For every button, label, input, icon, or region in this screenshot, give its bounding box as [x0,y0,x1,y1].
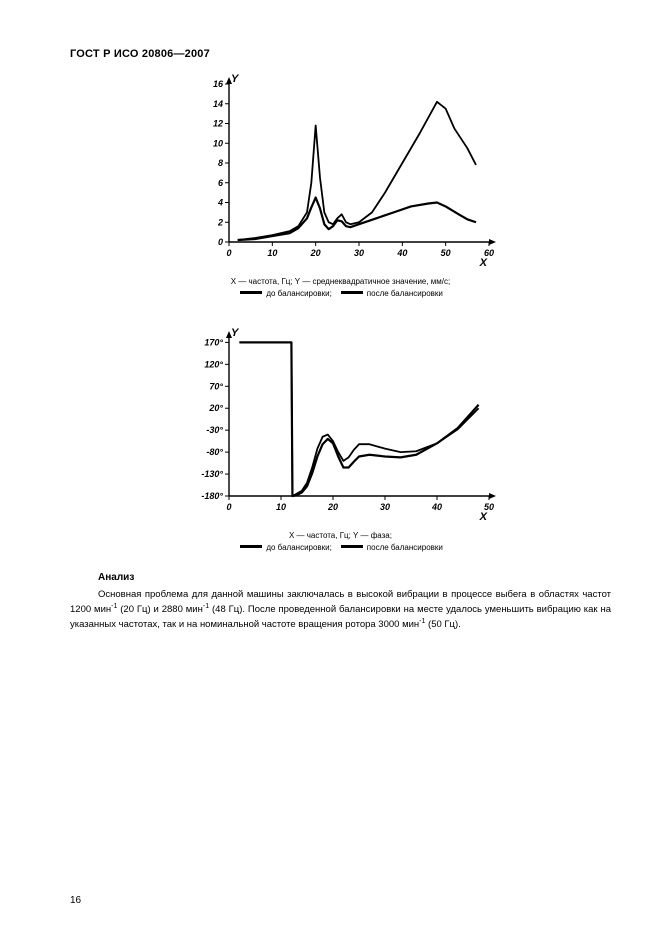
legend-after-label: после балансировки [367,289,443,298]
phase-chart: 01020304050-180°-130°-80°-30°20°70°120°1… [70,324,611,554]
svg-text:20: 20 [326,502,337,512]
svg-text:0: 0 [217,237,222,247]
svg-text:10: 10 [267,248,277,258]
svg-text:50: 50 [440,248,450,258]
amplitude-chart: 01020304050600246810121416YX X — частота… [70,70,611,300]
svg-text:70°: 70° [209,381,223,391]
svg-text:4: 4 [216,198,222,208]
svg-text:8: 8 [217,158,222,168]
amplitude-chart-caption: X — частота, Гц; Y — среднеквадратичное … [231,276,451,300]
svg-text:0: 0 [226,502,231,512]
svg-text:X: X [478,511,487,523]
svg-text:Y: Y [231,327,240,339]
svg-text:40: 40 [396,248,407,258]
svg-text:30: 30 [379,502,389,512]
legend-after-label: после балансировки [367,543,443,552]
document-header: ГОСТ Р ИСО 20806—2007 [70,48,611,60]
phase-chart-caption: X — частота, Гц; Y — фаза; до балансиров… [238,530,443,554]
amplitude-chart-svg: 01020304050600246810121416YX [181,70,501,270]
phase-chart-svg: 01020304050-180°-130°-80°-30°20°70°120°1… [181,324,501,524]
svg-text:2: 2 [216,217,222,227]
legend-swatch-before [240,291,262,294]
page-number: 16 [70,895,81,906]
legend-swatch-after [341,291,363,294]
svg-text:0: 0 [226,248,231,258]
svg-text:-180°: -180° [201,491,223,501]
svg-text:10: 10 [275,502,285,512]
legend-before-label: до балансировки; [266,289,332,298]
legend-swatch-after [341,545,363,548]
svg-text:-130°: -130° [201,469,223,479]
svg-text:12: 12 [212,119,222,129]
svg-text:20°: 20° [208,403,223,413]
analysis-body: Основная проблема для данной машины закл… [70,589,611,632]
caption-text: X — частота, Гц; Y — фаза; [289,531,392,540]
legend-swatch-before [240,545,262,548]
svg-text:6: 6 [217,178,223,188]
svg-text:-80°: -80° [206,447,223,457]
svg-text:Y: Y [231,73,240,85]
svg-text:-30°: -30° [206,425,223,435]
svg-text:170°: 170° [204,337,223,347]
caption-text: X — частота, Гц; Y — среднеквадратичное … [231,277,451,286]
svg-text:16: 16 [212,79,223,89]
svg-text:14: 14 [212,99,222,109]
svg-text:30: 30 [353,248,363,258]
svg-text:10: 10 [212,138,222,148]
analysis-heading: Анализ [98,572,611,583]
svg-text:20: 20 [309,248,320,258]
legend-before-label: до балансировки; [266,543,332,552]
svg-text:40: 40 [430,502,441,512]
svg-text:X: X [478,257,487,269]
svg-text:120°: 120° [204,359,223,369]
